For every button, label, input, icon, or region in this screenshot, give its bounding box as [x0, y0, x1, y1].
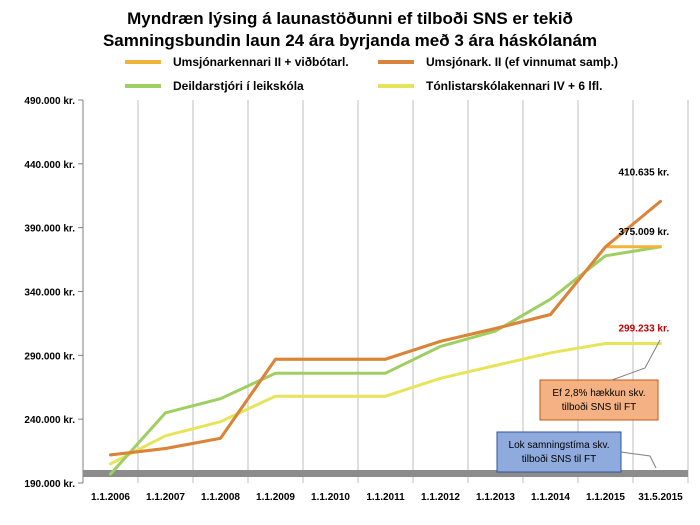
series-line: [109, 245, 662, 476]
annotation-text: tilboði SNS til FT: [562, 401, 636, 413]
chart-subtitle: Samningsbundin laun 24 ára byrjanda með …: [103, 31, 597, 50]
x-tick-label: 1.1.2015: [586, 492, 625, 503]
x-tick-label: 1.1.2011: [366, 492, 405, 503]
x-tick-label: 1.1.2012: [421, 492, 460, 503]
y-tick-label: 240.000 kr.: [24, 415, 75, 426]
x-tick-label: 1.1.2009: [256, 492, 295, 503]
value-label: 375.009 kr.: [619, 227, 670, 238]
chart-axes: 190.000 kr. 240.000 kr. 290.000 kr. 340.000…: [24, 96, 688, 503]
annotation-box-raise: [539, 379, 659, 421]
chart-value-labels: 410.635 kr. 375.009 kr. 299.233 kr.: [619, 167, 670, 334]
annotation-text: tilboði SNS til FT: [522, 453, 596, 465]
y-tick-label: 440.000 kr.: [24, 160, 75, 171]
y-tick-label: 390.000 kr.: [24, 224, 75, 235]
x-axis-baseline: [83, 470, 688, 477]
y-tick-label: 190.000 kr.: [24, 479, 75, 490]
legend-label: Umsjónarkennari II + viðbótarl.: [173, 55, 349, 69]
series-line: [109, 199, 662, 457]
x-tick-label: 1.1.2006: [91, 492, 130, 503]
annotation-pointer: [620, 451, 657, 469]
x-tick-label: 1.1.2007: [146, 492, 185, 503]
legend-label: Tónlistarskólakennari IV + 6 lfl.: [426, 79, 602, 93]
x-tick-label: 31.5.2015: [638, 492, 683, 503]
chart-title: Myndræn lýsing á launastöðunni ef tilboð…: [127, 9, 573, 28]
y-tick-label: 490.000 kr.: [24, 96, 75, 107]
chart-series: [109, 199, 662, 476]
chart-legend: Umsjónarkennari II + viðbótarl. Umsjónark…: [125, 55, 618, 93]
value-label: 299.233 kr.: [619, 324, 670, 335]
x-tick-label: 1.1.2010: [311, 492, 350, 503]
annotation-text: Ef 2,8% hækkun skv.: [552, 388, 645, 399]
x-tick-label: 1.1.2008: [201, 492, 240, 503]
x-tick-label: 1.1.2014: [531, 492, 570, 503]
y-tick-label: 290.000 kr.: [24, 351, 75, 362]
legend-label: Umsjónark. II (ef vinnumat samþ.): [426, 55, 618, 69]
annotation-text: Lok samningstíma skv.: [509, 440, 610, 451]
chart-grid: [82, 100, 689, 483]
y-tick-label: 340.000 kr.: [24, 288, 75, 299]
value-label: 410.635 kr.: [619, 167, 670, 178]
series-line: [109, 342, 662, 466]
chart-annotations: Ef 2,8% hækkun skv. tilboði SNS til FT Lok…: [496, 339, 661, 473]
annotation-box-contract-end: [496, 431, 622, 473]
legend-label: Deildarstjóri í leikskóla: [173, 79, 304, 93]
annotation-pointer: [611, 339, 661, 381]
x-tick-label: 1.1.2013: [476, 492, 515, 503]
